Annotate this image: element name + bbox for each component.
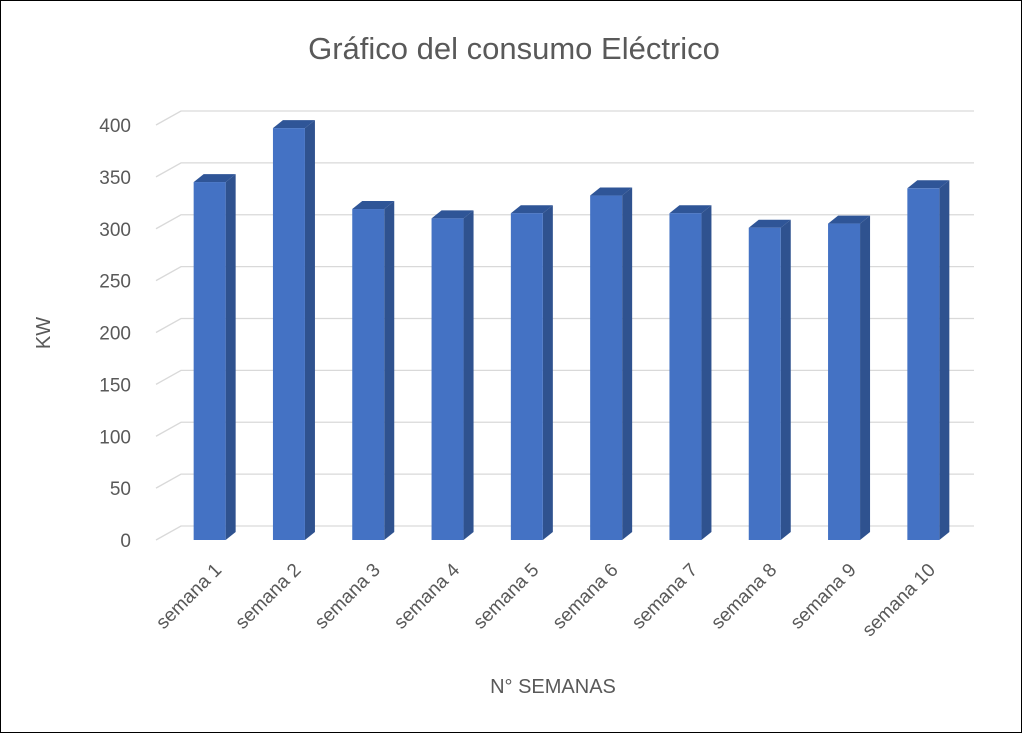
gridline-400 bbox=[155, 110, 974, 126]
x-tick-label: semana 7 bbox=[628, 560, 702, 634]
chart-title: Gráfico del consumo Eléctrico bbox=[308, 31, 720, 66]
bar-side bbox=[463, 210, 474, 540]
bar-top bbox=[669, 205, 712, 214]
y-tick-label: 300 bbox=[99, 220, 131, 241]
bar bbox=[907, 180, 950, 540]
y-axis-ticks: 0 50 100 150 200 250 300 350 400 bbox=[99, 116, 131, 552]
bar-side bbox=[622, 187, 633, 541]
y-tick-label: 400 bbox=[99, 116, 131, 137]
y-tick-label: 150 bbox=[99, 375, 131, 396]
bar bbox=[590, 187, 633, 541]
bar-side bbox=[225, 174, 236, 540]
bar-top bbox=[828, 215, 871, 224]
bar-side bbox=[542, 205, 553, 540]
bar-front bbox=[272, 128, 305, 541]
x-tick-label: semana 2 bbox=[232, 560, 306, 634]
bar-top bbox=[352, 201, 395, 210]
y-tick-label: 100 bbox=[99, 427, 131, 448]
x-tick-label: semana 3 bbox=[311, 560, 385, 634]
bar-front bbox=[669, 213, 702, 540]
bar bbox=[193, 174, 236, 540]
x-tick-label: semana 10 bbox=[859, 560, 940, 641]
bar-front bbox=[510, 213, 543, 540]
bar-top bbox=[510, 205, 553, 214]
bar bbox=[669, 205, 712, 540]
bar-front bbox=[590, 195, 623, 541]
x-axis-ticks: semana 1 semana 2 semana 3 semana 4 semana 5… bbox=[152, 559, 940, 641]
bar-side bbox=[860, 215, 871, 540]
bar-side bbox=[304, 120, 315, 541]
x-tick-label: semana 9 bbox=[787, 560, 861, 634]
bar-top bbox=[907, 180, 950, 189]
y-tick-label: 250 bbox=[99, 272, 131, 293]
bars bbox=[193, 120, 950, 541]
bar-front bbox=[907, 188, 940, 540]
x-tick-label: semana 1 bbox=[152, 560, 226, 634]
bar bbox=[510, 205, 553, 540]
x-axis-title: N° SEMANAS bbox=[490, 676, 616, 698]
x-tick-label: semana 4 bbox=[390, 559, 464, 633]
bar-side bbox=[939, 180, 950, 540]
bar bbox=[352, 201, 395, 540]
gridline-350 bbox=[155, 162, 974, 178]
bar-front bbox=[828, 223, 861, 540]
bar bbox=[748, 219, 791, 540]
y-tick-label: 350 bbox=[99, 168, 131, 189]
bar-top bbox=[272, 120, 315, 129]
bar bbox=[828, 215, 871, 540]
bar bbox=[431, 210, 474, 540]
gridlines bbox=[155, 110, 974, 541]
y-tick-label: 200 bbox=[99, 324, 131, 345]
bar-side bbox=[780, 219, 791, 540]
bar-top bbox=[431, 210, 474, 219]
x-tick-label: semana 6 bbox=[549, 560, 623, 634]
y-tick-label: 50 bbox=[110, 479, 131, 500]
x-tick-label: semana 8 bbox=[707, 560, 781, 634]
x-tick-label: semana 5 bbox=[470, 560, 544, 634]
bar-side bbox=[701, 205, 712, 540]
bar-side bbox=[384, 201, 395, 540]
bar-top bbox=[748, 219, 791, 228]
bar bbox=[272, 120, 315, 541]
bar-front bbox=[431, 218, 464, 540]
bar-front bbox=[193, 182, 226, 540]
y-tick-label: 0 bbox=[120, 531, 131, 552]
bar-front bbox=[748, 227, 781, 540]
bar-front bbox=[352, 209, 385, 540]
bar-top bbox=[590, 187, 633, 196]
bar-top bbox=[193, 174, 236, 183]
y-axis-title: KW bbox=[33, 317, 55, 349]
